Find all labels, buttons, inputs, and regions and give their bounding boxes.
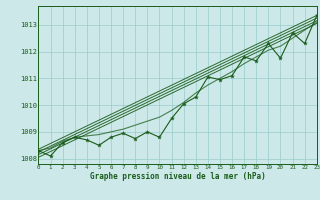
X-axis label: Graphe pression niveau de la mer (hPa): Graphe pression niveau de la mer (hPa)	[90, 172, 266, 181]
